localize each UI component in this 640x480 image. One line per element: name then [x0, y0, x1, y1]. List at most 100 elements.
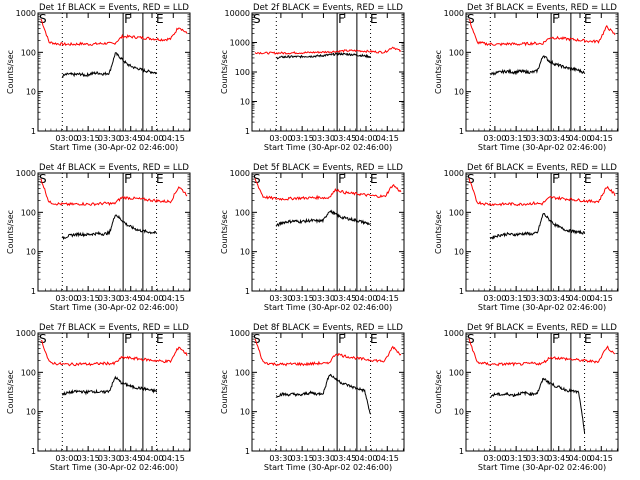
- x-tick-label: 03:15: [505, 294, 528, 303]
- x-tick-label: 03:00: [483, 294, 506, 303]
- marker-e: E: [156, 12, 164, 26]
- plot-frame: [465, 332, 619, 452]
- chart-title: Det 8f BLACK = Events, RED = LLD: [253, 323, 403, 333]
- y-tick-label: 1000: [16, 329, 36, 338]
- y-tick-label: 100: [235, 208, 250, 217]
- lld-series-line: [40, 178, 188, 207]
- x-tick-label: 03:45: [547, 454, 570, 463]
- marker-s: S: [253, 172, 261, 186]
- y-tick-label: 100: [449, 208, 464, 217]
- y-tick-label: 1000: [16, 169, 36, 178]
- chart-panel-1: Det 1f BLACK = Events, RED = LLD 1 10 100 10…: [6, 3, 191, 152]
- y-tick-label: 1: [459, 287, 464, 296]
- events-series-line: [490, 55, 585, 76]
- x-tick-label: 03:15: [77, 454, 100, 463]
- x-axis-label: Start Time (30-Apr-02 02:46:00): [50, 463, 178, 472]
- y-axis-label: Counts/sec: [220, 210, 229, 254]
- marker-s: S: [39, 332, 47, 346]
- y-tick-label: 1: [31, 447, 36, 456]
- marker-e: E: [370, 12, 378, 26]
- x-axis-label: Start Time (30-Apr-02 02:46:00): [478, 303, 606, 312]
- plot-frame: [251, 12, 405, 132]
- x-tick-label: 03:30: [312, 294, 335, 303]
- y-tick-label: 10000: [225, 9, 250, 18]
- x-tick-label: 04:00: [140, 454, 163, 463]
- events-series-line: [275, 373, 372, 415]
- chart-title: Det 9f BLACK = Events, RED = LLD: [467, 323, 617, 333]
- x-axis-label: Start Time (30-Apr-02 02:46:00): [50, 303, 178, 312]
- y-axis-label: Counts/sec: [434, 50, 443, 94]
- x-tick-label: 04:00: [354, 294, 377, 303]
- x-tick-label: 03:15: [291, 134, 314, 143]
- x-tick-label: 03:30: [312, 454, 335, 463]
- y-tick-label: 1: [245, 447, 250, 456]
- chart-title: Det 1f BLACK = Events, RED = LLD: [39, 3, 189, 13]
- x-tick-label: 03:15: [291, 294, 314, 303]
- x-tick-label: 03:00: [483, 454, 506, 463]
- x-tick-label: 03:00: [269, 134, 292, 143]
- chart-panel-6: Det 6f BLACK = Events, RED = LLD 1 10 100 10…: [434, 163, 619, 312]
- y-tick-label: 100: [21, 368, 36, 377]
- x-tick-label: 03:15: [77, 294, 100, 303]
- x-tick-label: 04:00: [568, 454, 591, 463]
- lld-series-line: [468, 338, 616, 367]
- x-tick-label: 03:30: [269, 294, 292, 303]
- y-tick-label: 100: [235, 368, 250, 377]
- x-axis-label: Start Time (30-Apr-02 02:46:00): [264, 463, 392, 472]
- x-tick-label: 04:15: [590, 134, 613, 143]
- x-tick-label: 03:45: [119, 134, 142, 143]
- marker-s: S: [467, 172, 475, 186]
- marker-f: F: [124, 332, 131, 346]
- lld-series-line: [254, 46, 402, 55]
- x-tick-label: 03:30: [98, 294, 121, 303]
- events-series-line: [489, 213, 586, 240]
- y-tick-label: 100: [21, 208, 36, 217]
- x-tick-label: 03:00: [55, 294, 78, 303]
- y-tick-label: 1: [31, 127, 36, 136]
- x-tick-label: 03:45: [333, 454, 356, 463]
- x-tick-label: 03:00: [55, 454, 78, 463]
- y-tick-label: 10: [454, 408, 464, 417]
- events-series-line: [276, 52, 371, 60]
- y-tick-label: 10: [26, 248, 36, 257]
- x-tick-label: 03:00: [483, 134, 506, 143]
- x-tick-label: 03:45: [333, 134, 356, 143]
- plot-frame: [251, 172, 405, 292]
- marker-e: E: [584, 332, 592, 346]
- x-tick-label: 03:15: [505, 134, 528, 143]
- chart-panel-2: Det 2f BLACK = Events, RED = LLD 1 10 100 10…: [220, 3, 405, 152]
- chart-panel-8: Det 8f BLACK = Events, RED = LLD 1 10 100 10…: [220, 323, 405, 472]
- x-tick-label: 04:15: [376, 294, 399, 303]
- plot-frame: [37, 12, 191, 132]
- y-tick-label: 10: [454, 88, 464, 97]
- lld-series-line: [40, 18, 188, 47]
- x-tick-label: 04:15: [162, 454, 185, 463]
- x-tick-label: 03:30: [98, 454, 121, 463]
- events-series-line: [490, 377, 586, 434]
- y-tick-label: 10: [240, 408, 250, 417]
- x-tick-label: 03:30: [269, 454, 292, 463]
- x-tick-label: 03:15: [505, 454, 528, 463]
- x-tick-label: 03:45: [333, 294, 356, 303]
- y-tick-label: 1: [459, 127, 464, 136]
- x-tick-label: 04:15: [162, 134, 185, 143]
- x-axis-label: Start Time (30-Apr-02 02:46:00): [264, 303, 392, 312]
- y-tick-label: 1000: [230, 39, 250, 48]
- y-tick-label: 1000: [444, 9, 464, 18]
- x-tick-label: 03:30: [312, 134, 335, 143]
- y-tick-label: 1: [31, 287, 36, 296]
- y-tick-label: 100: [235, 68, 250, 77]
- x-tick-label: 03:00: [55, 134, 78, 143]
- x-axis-label: Start Time (30-Apr-02 02:46:00): [478, 143, 606, 152]
- x-tick-label: 03:30: [526, 454, 549, 463]
- marker-f: F: [338, 332, 345, 346]
- x-tick-label: 03:45: [547, 294, 570, 303]
- x-tick-label: 04:00: [140, 294, 163, 303]
- events-series-line: [61, 52, 157, 78]
- x-tick-label: 04:00: [354, 454, 377, 463]
- chart-panel-5: Det 5f BLACK = Events, RED = LLD 1 10 100 10…: [220, 163, 405, 312]
- x-tick-label: 03:30: [526, 134, 549, 143]
- x-tick-label: 04:15: [590, 294, 613, 303]
- marker-s: S: [39, 12, 47, 26]
